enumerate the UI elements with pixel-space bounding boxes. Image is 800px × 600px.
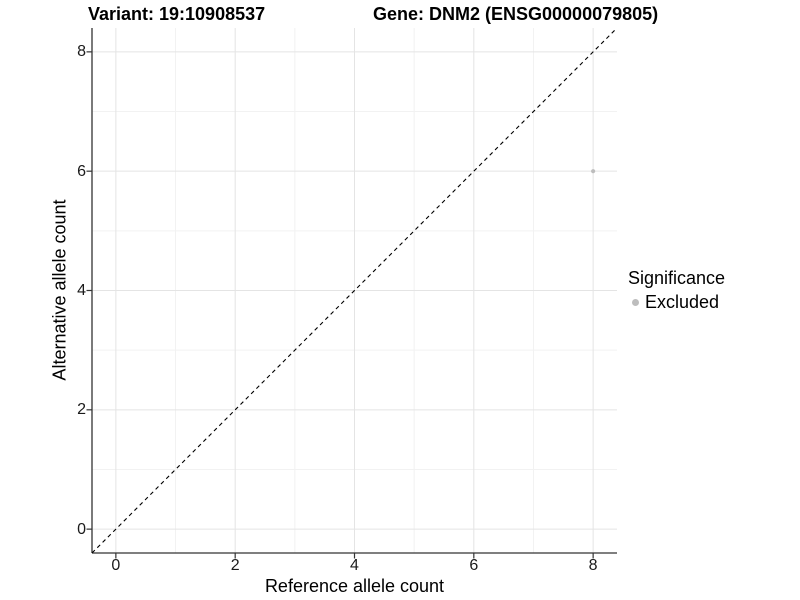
y-tick-label: 2 [77, 401, 86, 419]
gene-title: Gene: DNM2 (ENSG00000079805) [373, 4, 659, 24]
identity-dashed-line [91, 27, 618, 554]
legend-item-label: Excluded [645, 292, 720, 312]
y-tick-label: 0 [77, 520, 86, 538]
variant-title: Variant: 19:10908537 [88, 4, 266, 24]
legend: Significance Excluded [628, 268, 725, 313]
y-tick-label: 4 [77, 282, 86, 299]
data-point [591, 169, 596, 174]
x-tick-label: 4 [350, 557, 359, 574]
excluded-point-icon [632, 299, 639, 306]
x-tick-label: 0 [111, 557, 121, 574]
legend-title: Significance [628, 268, 726, 288]
legend-item-excluded: Excluded [628, 292, 725, 313]
x-tick-label: 8 [588, 557, 598, 574]
y-tick-label: 8 [77, 43, 86, 61]
y-tick-label: 6 [77, 162, 86, 180]
x-tick-label: 6 [469, 557, 479, 574]
y-axis-title: Alternative allele count [49, 199, 69, 381]
x-tick-label: 2 [230, 557, 240, 574]
x-axis-title: Reference allele count [264, 576, 445, 596]
